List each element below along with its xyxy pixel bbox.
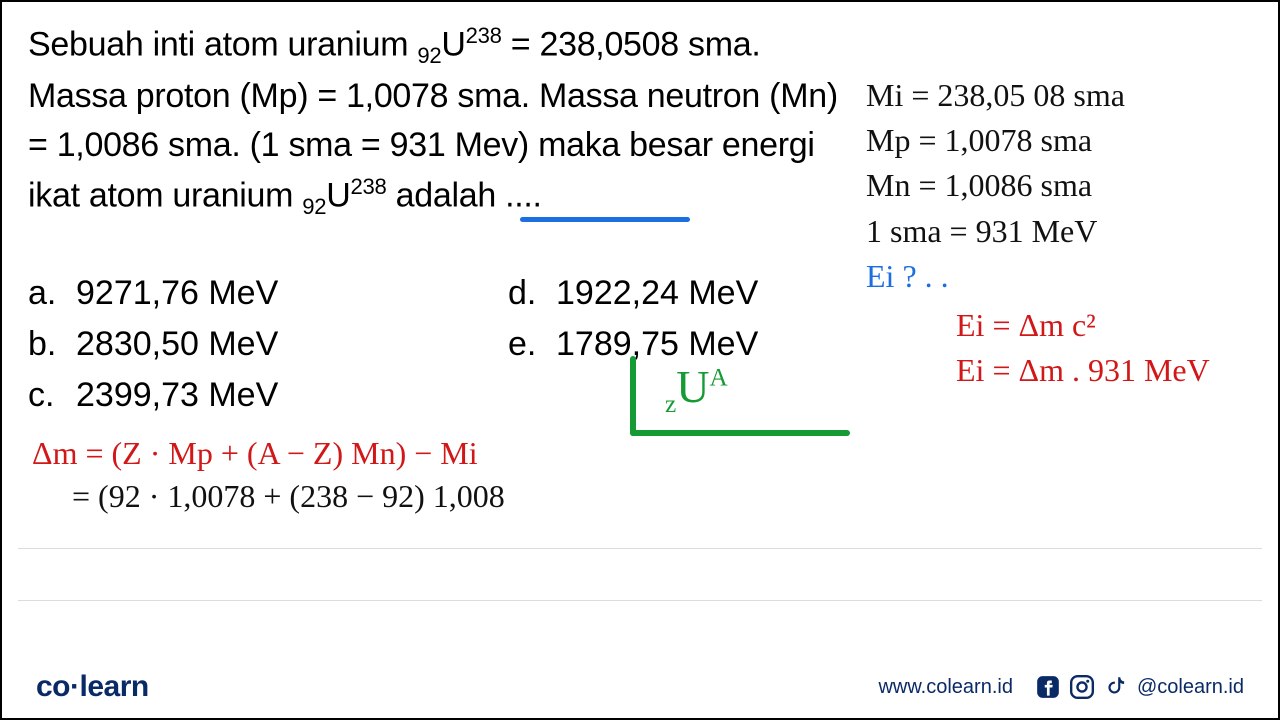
- given-mp: Mp = 1,0078 sma: [866, 119, 1266, 162]
- nuclide-symbol: zUA: [665, 360, 728, 419]
- footer-right: www.colearn.id @colearn.id: [878, 674, 1244, 700]
- formula-ei-2: Ei = Δm . 931 MeV: [956, 349, 1266, 392]
- given-mn: Mn = 1,0086 sma: [866, 164, 1266, 207]
- logo-part-a: co: [36, 670, 70, 703]
- formula-ei-1: Ei = Δm c²: [956, 304, 1266, 347]
- delta-m-line2: = (92 · 1,0078 + (238 − 92) 1,008: [32, 475, 732, 518]
- guide-line-1: [18, 548, 1262, 549]
- u1-sup: 238: [466, 23, 502, 48]
- delta-m-line1: Δm = (Z · Mp + (A − Z) Mn) − Mi: [32, 432, 732, 475]
- nuclide-sup: A: [709, 364, 727, 392]
- nuclide-sub: z: [665, 390, 676, 418]
- logo-part-b: learn: [80, 670, 149, 703]
- option-d: d.1922,24 MeV: [508, 268, 828, 319]
- u2-sym: U: [326, 176, 350, 214]
- given-mi: Mi = 238,05 08 sma: [866, 74, 1266, 117]
- option-b: b.2830,50 MeV: [28, 319, 508, 370]
- social-block: @colearn.id: [1035, 674, 1244, 700]
- u2-sup: 238: [351, 174, 387, 199]
- problem-text: Sebuah inti atom uranium 92U238 = 238,05…: [28, 20, 848, 223]
- asked-ei: Ei ? . .: [866, 255, 1266, 298]
- footer-url: www.colearn.id: [878, 676, 1013, 699]
- u1-sym: U: [441, 25, 465, 63]
- problem-line1: Sebuah inti atom uranium: [28, 25, 417, 63]
- problem-eq1: = 238,0508: [502, 25, 679, 63]
- option-b-text: 2830,50 MeV: [76, 325, 278, 363]
- instagram-icon: [1069, 674, 1095, 700]
- brand-logo: co·learn: [36, 670, 149, 704]
- guide-line-2: [18, 600, 1262, 601]
- problem-tail: adalah ....: [387, 176, 542, 214]
- option-c: c.2399,73 MeV: [28, 370, 508, 421]
- option-c-text: 2399,73 MeV: [76, 376, 278, 414]
- option-a-text: 9271,76 MeV: [76, 274, 278, 312]
- underline-energi-ikat: [520, 217, 690, 222]
- options-row-1: a.9271,76 MeV d.1922,24 MeV: [28, 268, 828, 319]
- u1-sub: 92: [417, 43, 441, 68]
- option-d-text: 1922,24 MeV: [556, 274, 758, 312]
- given-sma: 1 sma = 931 MeV: [866, 210, 1266, 253]
- handwritten-givens: Mi = 238,05 08 sma Mp = 1,0078 sma Mn = …: [866, 74, 1266, 394]
- delta-m-block: Δm = (Z · Mp + (A − Z) Mn) − Mi = (92 · …: [32, 432, 732, 518]
- nuclide-u: U: [676, 361, 709, 412]
- u2-sub: 92: [302, 194, 326, 219]
- option-a: a.9271,76 MeV: [28, 268, 508, 319]
- social-handle: @colearn.id: [1137, 676, 1244, 699]
- footer: co·learn www.colearn.id @colearn.id: [0, 654, 1280, 720]
- facebook-icon: [1035, 674, 1061, 700]
- tiktok-icon: [1103, 674, 1129, 700]
- bracket-vertical: [630, 356, 636, 436]
